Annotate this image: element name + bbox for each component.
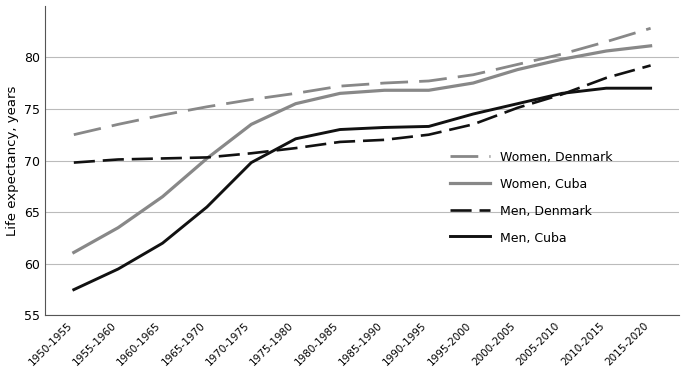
Men, Denmark xyxy=(513,106,521,110)
Men, Cuba xyxy=(558,91,566,95)
Women, Denmark xyxy=(336,84,344,88)
Men, Denmark xyxy=(292,146,300,150)
Women, Denmark xyxy=(292,91,300,95)
Men, Cuba xyxy=(602,86,610,90)
Men, Denmark xyxy=(70,160,78,165)
Women, Denmark xyxy=(558,52,566,56)
Men, Denmark xyxy=(203,155,211,160)
Women, Denmark xyxy=(247,97,256,102)
Legend: Women, Denmark, Women, Cuba, Men, Denmark, Men, Cuba: Women, Denmark, Women, Cuba, Men, Denmar… xyxy=(445,146,617,250)
Women, Cuba xyxy=(425,88,433,93)
Line: Women, Denmark: Women, Denmark xyxy=(74,28,651,135)
Men, Denmark xyxy=(558,92,566,97)
Men, Cuba xyxy=(336,127,344,132)
Women, Denmark xyxy=(513,62,521,67)
Women, Cuba xyxy=(558,57,566,62)
Men, Cuba xyxy=(114,267,123,271)
Men, Denmark xyxy=(469,122,477,126)
Men, Cuba xyxy=(469,112,477,116)
Men, Denmark xyxy=(158,156,166,161)
Women, Cuba xyxy=(602,49,610,53)
Men, Cuba xyxy=(247,160,256,165)
Line: Women, Cuba: Women, Cuba xyxy=(74,46,651,253)
Men, Cuba xyxy=(70,288,78,292)
Men, Cuba xyxy=(425,124,433,129)
Women, Denmark xyxy=(469,72,477,77)
Women, Denmark xyxy=(602,40,610,44)
Men, Denmark xyxy=(114,157,123,162)
Women, Cuba xyxy=(647,44,655,48)
Men, Denmark xyxy=(602,76,610,80)
Women, Cuba xyxy=(292,101,300,106)
Men, Denmark xyxy=(336,140,344,144)
Women, Cuba xyxy=(158,194,166,199)
Women, Cuba xyxy=(114,225,123,230)
Women, Cuba xyxy=(336,91,344,95)
Women, Cuba xyxy=(70,250,78,255)
Women, Cuba xyxy=(203,156,211,161)
Men, Cuba xyxy=(203,205,211,209)
Men, Cuba xyxy=(158,241,166,245)
Women, Denmark xyxy=(70,132,78,137)
Women, Cuba xyxy=(247,122,256,126)
Line: Men, Cuba: Men, Cuba xyxy=(74,88,651,290)
Women, Cuba xyxy=(380,88,388,93)
Women, Denmark xyxy=(158,113,166,117)
Women, Denmark xyxy=(380,81,388,85)
Men, Cuba xyxy=(380,125,388,130)
Men, Cuba xyxy=(292,137,300,141)
Women, Cuba xyxy=(469,81,477,85)
Men, Denmark xyxy=(647,63,655,68)
Men, Cuba xyxy=(647,86,655,90)
Line: Men, Denmark: Men, Denmark xyxy=(74,66,651,163)
Men, Denmark xyxy=(380,138,388,142)
Women, Denmark xyxy=(425,79,433,83)
Men, Cuba xyxy=(513,101,521,106)
Women, Cuba xyxy=(513,68,521,72)
Women, Denmark xyxy=(647,26,655,31)
Y-axis label: Life expectancy, years: Life expectancy, years xyxy=(5,85,18,236)
Men, Denmark xyxy=(247,151,256,156)
Women, Denmark xyxy=(114,122,123,126)
Men, Denmark xyxy=(425,132,433,137)
Women, Denmark xyxy=(203,104,211,109)
